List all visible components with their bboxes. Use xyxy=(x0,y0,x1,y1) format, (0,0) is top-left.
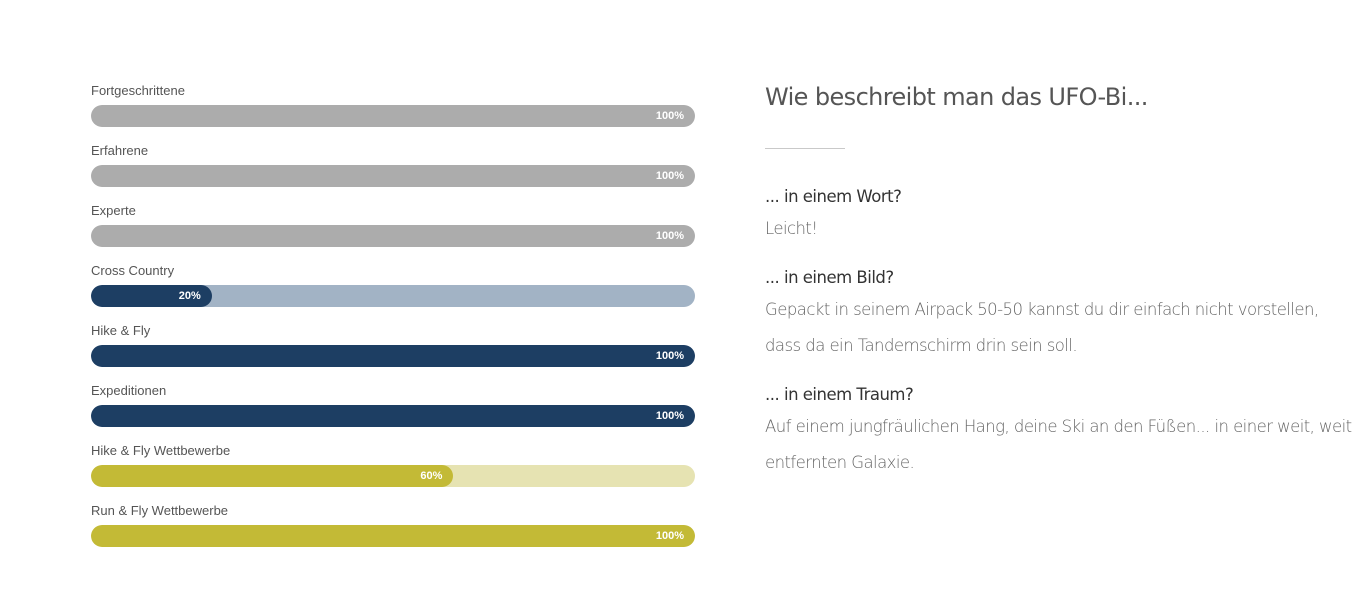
skill-label: Hike & Fly Wettbewerbe xyxy=(91,443,231,458)
skill-item: Hike & Fly Wettbewerbe 60% xyxy=(91,440,695,500)
skill-item: Erfahrene 100% xyxy=(91,140,695,200)
skill-label: Erfahrene xyxy=(91,143,149,158)
skill-label: Hike & Fly xyxy=(91,323,151,338)
progress-track: 60% xyxy=(91,465,695,487)
answer: Auf einem jungfräulichen Hang, deine Ski… xyxy=(765,417,1352,472)
skill-item: Hike & Fly 100% xyxy=(91,320,695,380)
progress-percent: 100% xyxy=(655,530,684,542)
answer: Leicht! xyxy=(765,219,818,238)
answer: Gepackt in seinem Airpack 50-50 kannst d… xyxy=(765,300,1319,355)
skill-item: Expeditionen 100% xyxy=(91,380,695,440)
skill-label: Cross Country xyxy=(91,263,175,278)
description-title: Wie beschreibt man das UFO-Bi... xyxy=(765,83,1148,111)
progress-fill: 100% xyxy=(91,225,695,247)
progress-percent: 100% xyxy=(655,230,684,242)
progress-track: 100% xyxy=(91,525,695,547)
progress-track: 100% xyxy=(91,345,695,367)
skill-label: Experte xyxy=(91,203,136,218)
progress-percent: 100% xyxy=(655,110,684,122)
progress-fill: 100% xyxy=(91,345,695,367)
skill-label: Expeditionen xyxy=(91,383,167,398)
progress-percent: 60% xyxy=(420,470,443,482)
progress-fill: 100% xyxy=(91,525,695,547)
question: ... in einem Wort? xyxy=(765,187,902,206)
progress-track: 100% xyxy=(91,225,695,247)
progress-track: 100% xyxy=(91,165,695,187)
skill-item: Fortgeschrittene 100% xyxy=(91,80,695,140)
progress-fill: 20% xyxy=(91,285,212,307)
progress-percent: 100% xyxy=(655,410,684,422)
qa-block: ... in einem Bild? Gepackt in seinem Air… xyxy=(765,266,1355,364)
progress-track: 100% xyxy=(91,105,695,127)
progress-percent: 20% xyxy=(178,290,201,302)
question: ... in einem Bild? xyxy=(765,268,894,287)
progress-track: 20% xyxy=(91,285,695,307)
progress-percent: 100% xyxy=(655,350,684,362)
divider xyxy=(765,148,845,149)
progress-track: 100% xyxy=(91,405,695,427)
skill-label: Run & Fly Wettbewerbe xyxy=(91,503,229,518)
skill-item: Cross Country 20% xyxy=(91,260,695,320)
skill-item: Experte 100% xyxy=(91,200,695,260)
skill-label: Fortgeschrittene xyxy=(91,83,185,98)
progress-fill: 100% xyxy=(91,165,695,187)
progress-fill: 100% xyxy=(91,405,695,427)
progress-fill: 100% xyxy=(91,105,695,127)
skill-bars: Fortgeschrittene 100% Erfahrene 100% Exp… xyxy=(91,80,695,560)
skill-item: Run & Fly Wettbewerbe 100% xyxy=(91,500,695,560)
progress-fill: 60% xyxy=(91,465,454,487)
qa-block: ... in einem Wort? Leicht! xyxy=(765,185,1355,247)
qa-block: ... in einem Traum? Auf einem jungfräuli… xyxy=(765,383,1355,481)
description-panel: Wie beschreibt man das UFO-Bi... ... in … xyxy=(765,80,1355,481)
question: ... in einem Traum? xyxy=(765,385,914,404)
progress-percent: 100% xyxy=(655,170,684,182)
